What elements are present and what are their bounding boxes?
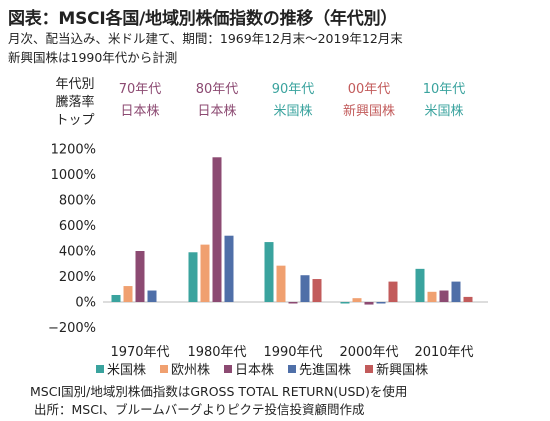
y-tick-label: 800% bbox=[59, 194, 96, 209]
bar-2-0 bbox=[264, 242, 274, 302]
top-performer-0: 70年代日本株 bbox=[95, 79, 185, 123]
footnote-index-source: MSCI国別/地域別株価指数はGROSS TOTAL RETURN(USD)を使… bbox=[30, 384, 408, 399]
y-tick-label: −200% bbox=[48, 321, 96, 336]
bar-2-4 bbox=[312, 279, 322, 302]
x-category-label: 1970年代 bbox=[110, 345, 169, 360]
y-tick-label: 200% bbox=[59, 270, 96, 285]
y-tick-label: 0% bbox=[75, 296, 96, 311]
chart-title: 図表：MSCI各国/地域別株価指数の推移（年代別） bbox=[8, 9, 398, 29]
legend-swatch bbox=[160, 364, 169, 373]
bar-2-2 bbox=[288, 302, 298, 304]
legend-swatch bbox=[96, 364, 104, 373]
legend-item-1: 欧州株 bbox=[160, 359, 210, 378]
bar-0-3 bbox=[147, 290, 157, 302]
bar-4-3 bbox=[451, 281, 461, 302]
bar-4-4 bbox=[463, 296, 473, 302]
top-performer-name: 日本株 bbox=[120, 104, 160, 119]
top-performer-label: 年代別 騰落率 トップ bbox=[55, 77, 95, 128]
bar-0-2 bbox=[135, 251, 145, 302]
top-performer-decade: 10年代 bbox=[422, 82, 466, 97]
x-category-label: 1980年代 bbox=[187, 345, 246, 360]
x-category-label: 2010年代 bbox=[414, 345, 473, 360]
legend-item-2: 日本株 bbox=[224, 359, 274, 378]
top-performer-decade: 00年代 bbox=[347, 82, 391, 97]
bar-3-3 bbox=[376, 302, 386, 304]
top-performer-name: 米国株 bbox=[424, 104, 464, 119]
bar-4-2 bbox=[439, 290, 449, 302]
bar-4-1 bbox=[427, 291, 437, 302]
y-tick-label: 1000% bbox=[51, 168, 96, 183]
legend-swatch bbox=[288, 364, 297, 373]
top-performer-decade: 80年代 bbox=[195, 82, 239, 97]
bar-2-3 bbox=[300, 275, 310, 302]
x-category-label: 1990年代 bbox=[263, 345, 322, 360]
legend-swatch bbox=[224, 364, 233, 373]
top-performer-4: 10年代米国株 bbox=[399, 79, 489, 123]
bar-3-0 bbox=[340, 302, 350, 304]
legend-label: 欧州株 bbox=[171, 363, 211, 378]
legend-item-3: 先進国株 bbox=[288, 359, 351, 378]
bar-0-1 bbox=[123, 286, 133, 302]
legend-label: 米国株 bbox=[107, 363, 147, 378]
chart-subtitle-period: 月次、配当込み、米ドル建て、期間：1969年12月末～2019年12月末 bbox=[8, 31, 403, 46]
top-performer-name: 日本株 bbox=[197, 104, 237, 119]
bar-3-4 bbox=[388, 281, 398, 302]
x-category-label: 2000年代 bbox=[339, 345, 398, 360]
bar-2-1 bbox=[276, 265, 286, 302]
legend-label: 日本株 bbox=[235, 363, 275, 378]
bar-1-1 bbox=[200, 244, 210, 302]
legend-label: 新興国株 bbox=[376, 363, 429, 378]
legend-item-4: 新興国株 bbox=[365, 359, 428, 378]
bar-1-0 bbox=[188, 252, 198, 302]
top-performer-3: 00年代新興国株 bbox=[324, 79, 414, 123]
bar-4-0 bbox=[415, 268, 425, 302]
y-tick-label: 600% bbox=[59, 219, 96, 234]
bar-3-1 bbox=[352, 298, 362, 302]
bar-3-2 bbox=[364, 302, 374, 305]
legend-swatch bbox=[365, 364, 374, 373]
top-performer-2: 90年代米国株 bbox=[248, 79, 338, 123]
top-performer-decade: 90年代 bbox=[271, 82, 315, 97]
chart-subtitle-note: 新興国株は1990年代から計測 bbox=[8, 50, 178, 65]
y-tick-label: 1200% bbox=[51, 143, 96, 158]
bar-1-2 bbox=[212, 157, 222, 302]
y-tick-label: 400% bbox=[59, 245, 96, 260]
top-performer-name: 米国株 bbox=[273, 104, 313, 119]
legend-label: 先進国株 bbox=[299, 363, 352, 378]
bar-0-0 bbox=[111, 294, 121, 302]
bar-1-3 bbox=[224, 235, 234, 302]
top-performer-1: 80年代日本株 bbox=[172, 79, 262, 123]
chart-legend: 米国株 欧州株 日本株 先進国株 新興国株 bbox=[96, 359, 428, 378]
top-performer-name: 新興国株 bbox=[342, 104, 395, 119]
legend-item-0: 米国株 bbox=[96, 359, 146, 378]
footnote-attribution: 出所：MSCI、ブルームバーグよりピクテ投信投資顧問作成 bbox=[34, 402, 365, 417]
top-performer-decade: 70年代 bbox=[118, 82, 162, 97]
